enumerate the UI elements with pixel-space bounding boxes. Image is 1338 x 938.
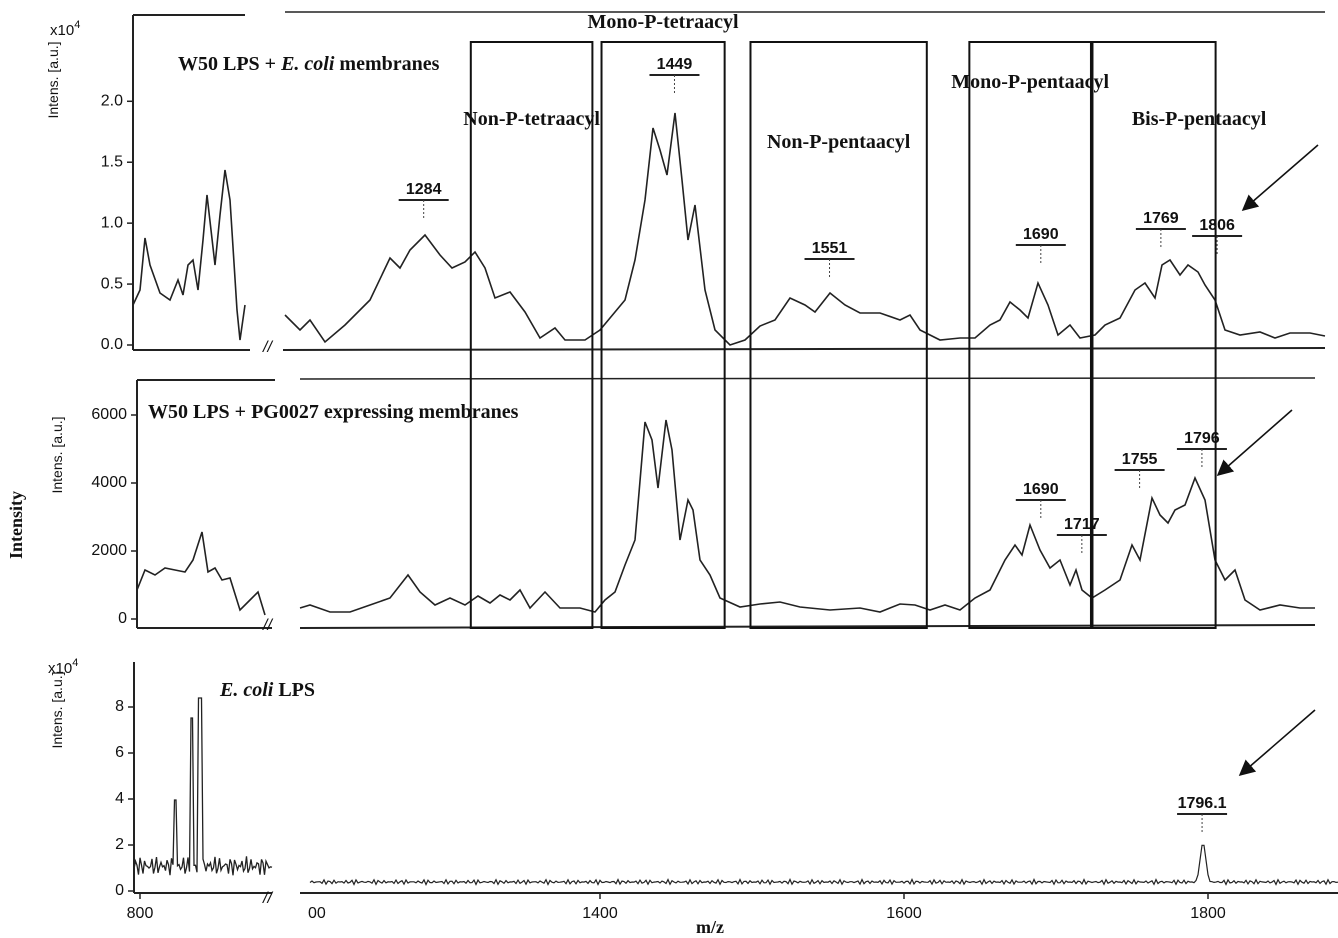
axes-frame xyxy=(132,11,1338,894)
y-tick-label: 0 xyxy=(118,610,127,627)
region-box xyxy=(600,41,726,629)
region-label: Non-P-tetraacyl xyxy=(463,108,600,130)
region-box xyxy=(1091,41,1217,629)
y-axis-label: Intens. [a.u.] xyxy=(49,416,65,493)
y-tick-label: 2 xyxy=(115,836,124,853)
scale-base: x10 xyxy=(48,660,72,677)
y-scale-label: x104 xyxy=(50,19,80,39)
title-part: W50 LPS + xyxy=(178,53,281,75)
x-tick-label: 800 xyxy=(127,905,154,922)
y-tick-label: 1.5 xyxy=(101,153,123,170)
y-axis-label: Intensity xyxy=(6,491,26,559)
region-label: Mono-P-pentaacyl xyxy=(951,71,1109,93)
spectrum-trace xyxy=(132,169,246,341)
peak-label: 1806 xyxy=(1199,217,1235,234)
scale-exponent: 4 xyxy=(72,657,78,669)
spectrum-trace xyxy=(309,844,1338,886)
peak-label: 1796 xyxy=(1184,430,1220,447)
y-tick-label: 2000 xyxy=(91,542,127,559)
region-box xyxy=(469,41,594,629)
region-box xyxy=(968,41,1092,629)
y-tick-label: 1.0 xyxy=(101,214,123,231)
y-tick-label: 4 xyxy=(115,790,124,807)
x-tick-label: 1600 xyxy=(886,905,922,922)
region-box xyxy=(749,41,928,629)
y-tick-label: 0.0 xyxy=(101,336,123,353)
region-label: Bis-P-pentaacyl xyxy=(1132,108,1267,130)
spectrum-trace xyxy=(284,112,1326,346)
peak-label: 1796.1 xyxy=(1178,795,1227,812)
title-part: LPS xyxy=(273,679,315,701)
panel-title: W50 LPS + PG0027 expressing membranes xyxy=(148,401,519,423)
axis-break: // xyxy=(262,890,273,907)
y-axis-label: Intens. [a.u.] xyxy=(49,671,65,748)
y-tick-label: 0 xyxy=(115,882,124,899)
y-scale-label: x104 xyxy=(48,657,78,677)
x-tick-label: 00 xyxy=(308,905,326,922)
region-label: Mono-P-tetraacyl xyxy=(588,11,739,33)
panel-title: E. coli LPS xyxy=(219,679,315,701)
peak-label: 1690 xyxy=(1023,481,1059,498)
y-axis-label: Intens. [a.u.] xyxy=(45,41,61,118)
peak-label: 1755 xyxy=(1122,451,1158,468)
axis-break: // xyxy=(262,339,273,356)
peak-label: 1717 xyxy=(1064,516,1100,533)
title-part: W50 LPS + PG0027 expressing membranes xyxy=(148,401,519,423)
y-tick-label: 4000 xyxy=(91,474,127,491)
arrows xyxy=(1216,144,1319,777)
title-part: E. coli xyxy=(280,53,335,75)
title-part: E. coli xyxy=(219,679,274,701)
spectrum-trace xyxy=(133,697,273,876)
peak-label: 1690 xyxy=(1023,226,1059,243)
x-axis-label: m/z xyxy=(696,917,724,937)
peak-label: 1769 xyxy=(1143,210,1179,227)
spectrum-trace xyxy=(299,419,1315,613)
peak-label: 1551 xyxy=(812,240,848,257)
x-tick-label: 1400 xyxy=(582,905,618,922)
title-part: membranes xyxy=(334,53,439,75)
panel-title: W50 LPS + E. coli membranes xyxy=(178,53,440,75)
scale-exponent: 4 xyxy=(74,19,80,31)
region-label: Non-P-pentaacyl xyxy=(767,131,911,153)
y-tick-label: 2.0 xyxy=(101,93,123,110)
peak-label: 1284 xyxy=(406,181,442,198)
y-tick-label: 6 xyxy=(115,744,124,761)
scale-base: x10 xyxy=(50,22,74,39)
y-tick-label: 6000 xyxy=(91,406,127,423)
y-tick-label: 8 xyxy=(115,698,124,715)
x-tick-label: 1800 xyxy=(1190,905,1226,922)
y-tick-label: 0.5 xyxy=(101,275,123,292)
spectrum-trace xyxy=(136,531,266,616)
peak-label: 1449 xyxy=(657,56,693,73)
axis-break: // xyxy=(262,617,273,634)
